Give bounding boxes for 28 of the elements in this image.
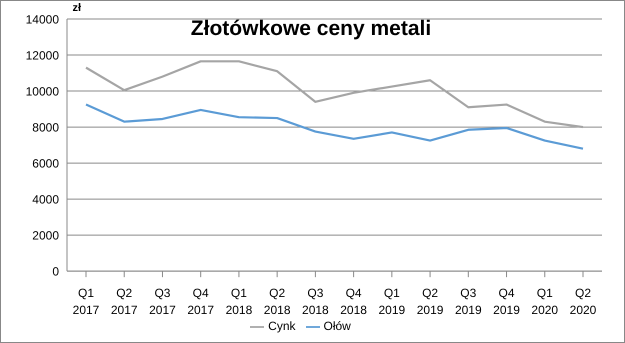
x-tick-label: Q4 2018 bbox=[340, 286, 368, 318]
line-series bbox=[84, 103, 584, 150]
x-tick-label: Q1 2020 bbox=[531, 286, 558, 318]
x-tick-label: Q3 2019 bbox=[454, 286, 482, 318]
legend-label: Cynk bbox=[268, 319, 296, 334]
x-tick-label: Q2 2020 bbox=[570, 286, 597, 318]
y-axis-title: zł bbox=[72, 2, 81, 14]
line-series bbox=[84, 60, 584, 128]
chart-title: Złotówkowe ceny metali bbox=[190, 17, 432, 40]
y-tick-label: 6000 bbox=[32, 156, 60, 170]
legend-label: Ołów bbox=[324, 319, 351, 334]
y-tick-label: 14000 bbox=[26, 12, 60, 26]
x-tick-label: Q3 2017 bbox=[149, 286, 176, 318]
x-tick-label: Q1 2017 bbox=[72, 286, 100, 318]
y-tick-label: 0 bbox=[52, 264, 60, 278]
x-tick-label: Q4 2017 bbox=[187, 286, 214, 318]
x-tick-label: Q1 2019 bbox=[378, 286, 406, 318]
y-tick-label: 12000 bbox=[26, 48, 60, 62]
x-tick-label: Q1 2018 bbox=[226, 286, 253, 318]
x-tick-label: Q4 2019 bbox=[493, 286, 520, 318]
x-tick-label: Q2 2017 bbox=[110, 286, 138, 318]
y-tick-label: 4000 bbox=[32, 192, 60, 206]
y-tick-label: 10000 bbox=[26, 84, 60, 98]
y-tick-label: 8000 bbox=[32, 120, 60, 134]
x-tick-label: Q2 2018 bbox=[264, 286, 291, 318]
x-tick-label: Q3 2018 bbox=[302, 286, 330, 318]
x-tick-label: Q2 2019 bbox=[416, 286, 444, 318]
y-tick-label: 2000 bbox=[32, 228, 60, 242]
